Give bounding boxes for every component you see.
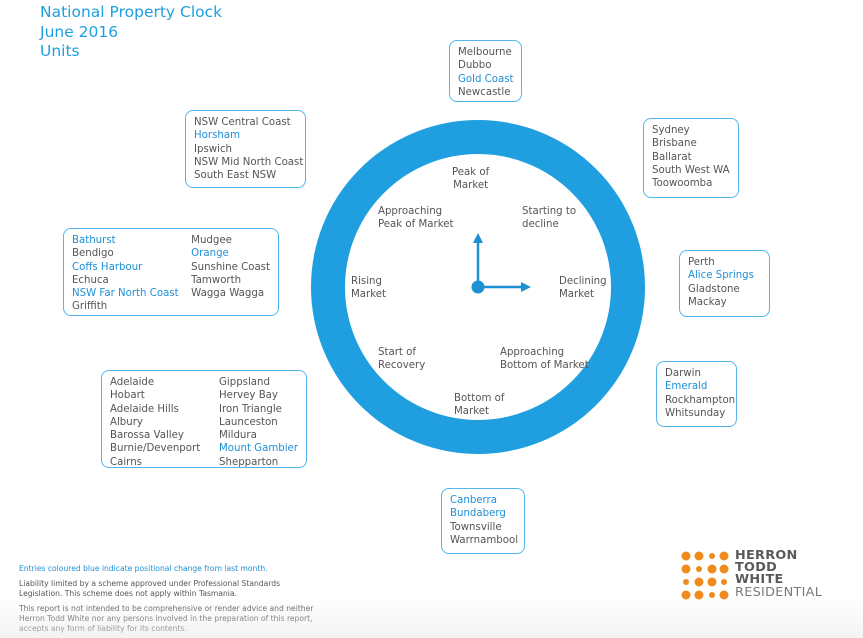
box-approaching-peak: NSW Central Coast Horsham Ipswich NSW Mid N… (185, 110, 306, 188)
location-item: Coffs Harbour (72, 261, 143, 273)
title-line-1: National Property Clock (40, 3, 223, 21)
box-start-of-recovery-col-2: Gippsland Hervey Bay Iron Triangle Launcest… (219, 376, 298, 469)
location-item: Burnie/Devenport (110, 443, 201, 455)
box-approaching-bottom-list: Darwin Emerald Rockhampton Whitsunday (665, 367, 736, 420)
box-rising-col-2: Mudgee Orange Sunshine Coast Tamworth Wagga … (191, 234, 270, 314)
location-item: Brisbane (652, 138, 697, 150)
box-peak-list: Melbourne Dubbo Gold Coast Newcastle (458, 46, 514, 99)
location-item: Sunshine Coast (191, 261, 270, 273)
location-item: Canberra (450, 495, 497, 506)
location-item: Albury (110, 416, 143, 428)
phase-start-of-recovery: Start of Recovery (378, 347, 426, 371)
location-item: Bathurst (72, 235, 116, 246)
location-item: Ipswich (194, 143, 232, 155)
location-item: Mackay (688, 296, 727, 308)
phase-rising-market: Rising Market (351, 276, 387, 300)
location-item: Mildura (219, 430, 257, 442)
report-title: National Property Clock June 2016 Units (40, 3, 222, 62)
location-item: Toowoomba (652, 178, 713, 190)
box-peak: Melbourne Dubbo Gold Coast Newcastle (449, 40, 522, 102)
location-item: Barossa Valley (110, 430, 184, 442)
location-item: Warrnambool (450, 534, 519, 546)
location-item: South West WA (652, 164, 730, 176)
phase-peak-of-market: Peak of Market (452, 167, 490, 191)
box-rising: Bathurst Bendigo Coffs Harbour Echuca NSW Fa… (63, 228, 279, 316)
location-item: Alice Springs (688, 270, 754, 282)
htw-logo-text: HERRON TODD WHITE RESIDENTIAL (735, 548, 823, 600)
location-item: Griffith (72, 301, 108, 313)
location-item: Adelaide Hills (110, 403, 179, 415)
location-item: NSW Far North Coast (72, 288, 179, 300)
location-item: Echuca (72, 274, 109, 286)
box-declining-list: Perth Alice Springs Gladstone Mackay (688, 256, 761, 309)
location-item: Shepparton (219, 456, 279, 468)
location-item: Bendigo (72, 248, 114, 260)
clock-hands (471, 233, 531, 294)
phase-declining-market: Declining Market (559, 276, 607, 300)
phase-bottom-of-market: Bottom of Market (454, 393, 505, 417)
location-item: South East NSW (194, 170, 277, 182)
location-item: Gippsland (219, 377, 270, 388)
location-item: Melbourne (458, 47, 512, 58)
box-declining: Perth Alice Springs Gladstone Mackay (679, 250, 770, 317)
location-item: Darwin (665, 368, 701, 379)
location-item: Emerald (665, 381, 708, 393)
location-item: Hervey Bay (219, 390, 278, 402)
location-item: Mount Gambier (219, 443, 298, 455)
clock-ring (311, 120, 645, 454)
location-item: Ballarat (652, 151, 692, 163)
box-start-of-recovery: Adelaide Hobart Adelaide Hills Albury Baross… (101, 370, 307, 468)
box-bottom: Canberra Bundaberg Townsville Warrnambool (441, 488, 525, 554)
box-start-of-recovery-col-1: Adelaide Hobart Adelaide Hills Albury Baross… (110, 376, 219, 469)
location-item: Dubbo (458, 60, 492, 72)
title-line-2: June 2016 (40, 22, 119, 41)
location-item: Orange (191, 248, 229, 260)
location-item: Newcastle (458, 86, 511, 98)
location-item: Townsville (450, 521, 502, 533)
location-item: Iron Triangle (219, 403, 282, 415)
box-rising-col-1: Bathurst Bendigo Coffs Harbour Echuca NSW Fa… (72, 234, 191, 314)
location-item: Hobart (110, 390, 145, 402)
location-item: Gold Coast (458, 73, 514, 85)
title-line-3: Units (40, 42, 80, 60)
location-item: Mudgee (191, 235, 232, 246)
location-item: Gladstone (688, 283, 740, 295)
location-item: Bundaberg (450, 508, 506, 520)
phase-approaching-bottom: Approaching Bottom of Market (500, 347, 589, 371)
box-starting-to-decline-list: Sydney Brisbane Ballarat South West WA Toowo… (652, 124, 730, 190)
location-item: Sydney (652, 125, 690, 136)
location-item: Cairns (110, 456, 142, 468)
box-approaching-peak-list: NSW Central Coast Horsham Ipswich NSW Mid N… (194, 116, 304, 182)
box-bottom-list: Canberra Bundaberg Townsville Warrnambool (450, 494, 519, 547)
disclaimer-text: This report is not intended to be compre… (19, 604, 314, 633)
location-item: Horsham (194, 130, 241, 142)
location-item: Perth (688, 257, 715, 268)
box-approaching-bottom: Darwin Emerald Rockhampton Whitsunday (656, 361, 737, 427)
location-item: Adelaide (110, 377, 155, 388)
htw-logo-mark (681, 551, 729, 600)
location-item: Tamworth (191, 274, 242, 286)
phase-approaching-peak: Approaching Peak of Market (378, 206, 454, 230)
location-item: NSW Mid North Coast (194, 156, 304, 168)
clock-center-dot (471, 280, 485, 294)
location-item: NSW Central Coast (194, 117, 291, 128)
location-item: Rockhampton (665, 394, 736, 406)
phase-starting-to-decline: Starting to decline (522, 206, 577, 230)
liability-text: Liability limited by a scheme approved u… (19, 579, 281, 598)
location-item: Launceston (219, 416, 278, 428)
legend-note: Entries coloured blue indicate positiona… (19, 564, 268, 573)
location-item: Whitsunday (665, 407, 726, 419)
location-item: Wagga Wagga (191, 288, 265, 300)
box-starting-to-decline: Sydney Brisbane Ballarat South West WA Toowo… (643, 118, 739, 198)
